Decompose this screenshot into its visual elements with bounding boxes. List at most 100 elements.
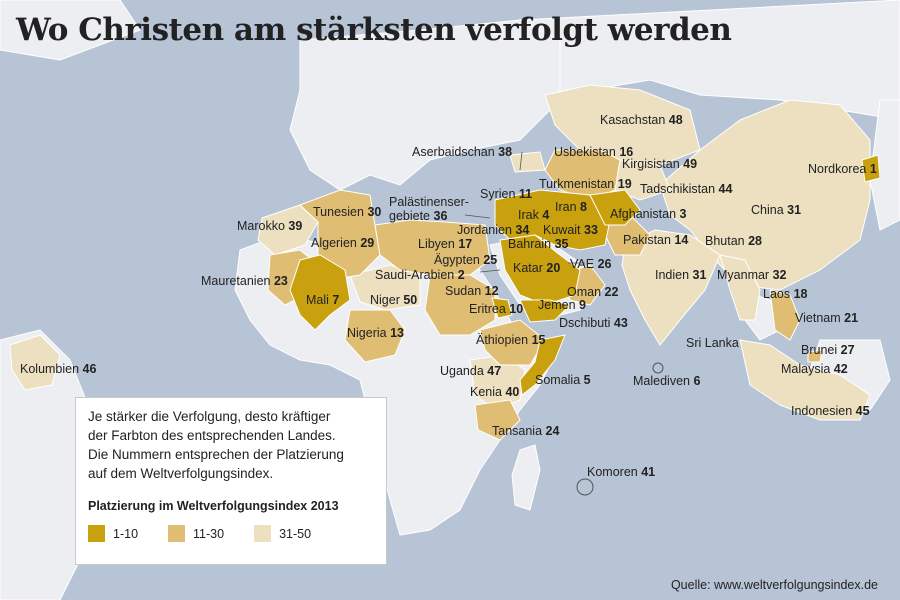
country-rank: 28 bbox=[744, 234, 763, 248]
country-name: Jordanien 34 bbox=[457, 223, 530, 237]
region-iran-iraq-syria bbox=[494, 189, 611, 251]
country-name: Äthiopien 15 bbox=[476, 333, 546, 347]
country-name: Kolumbien 46 bbox=[20, 362, 97, 376]
legend-text-line: Die Nummern entsprechen der Platzierung bbox=[88, 447, 344, 462]
country-name: China 31 bbox=[751, 203, 802, 217]
country-label: Pakistan 14 bbox=[623, 233, 688, 247]
country-name: Dschibuti 43 bbox=[559, 316, 628, 330]
land-russia bbox=[518, 0, 900, 121]
legend-swatch bbox=[254, 525, 272, 542]
country-name: Tansania 24 bbox=[492, 424, 560, 438]
country-rank: 7 bbox=[328, 293, 340, 307]
country-rank: 31 bbox=[689, 268, 707, 282]
country-rank: 6 bbox=[689, 374, 701, 388]
country-rank: 14 bbox=[670, 233, 689, 247]
country-name: Afghanistan 3 bbox=[610, 207, 687, 221]
country-label: Laos 18 bbox=[763, 287, 808, 301]
region-malaysia-indonesia bbox=[739, 339, 871, 421]
country-label: Turkmenistan 19 bbox=[539, 177, 632, 191]
country-label: Vietnam 21 bbox=[795, 311, 858, 325]
country-rank: 4 bbox=[538, 208, 550, 222]
country-name: Jemen 9 bbox=[538, 298, 586, 312]
country-rank: 30 bbox=[363, 205, 382, 219]
country-label: Bhutan 28 bbox=[705, 234, 762, 248]
country-label: Sri Lanka bbox=[686, 336, 739, 350]
country-rank: 42 bbox=[830, 362, 848, 376]
country-label: Mali 7 bbox=[306, 293, 339, 307]
country-label: Brunei 27 bbox=[801, 343, 855, 357]
country-label: Eritrea 10 bbox=[469, 302, 523, 316]
country-name: Turkmenistan 19 bbox=[539, 177, 632, 191]
country-label: Tansania 24 bbox=[492, 424, 559, 438]
country-rank: 38 bbox=[494, 145, 513, 159]
country-rank: 40 bbox=[501, 385, 520, 399]
country-name: Irak 4 bbox=[518, 208, 550, 222]
legend-text-line: auf dem Weltverfolgungsindex. bbox=[88, 466, 274, 481]
country-name: Mauretanien 23 bbox=[201, 274, 288, 288]
country-rank: 41 bbox=[637, 465, 656, 479]
country-name: Tadschikistan 44 bbox=[640, 182, 733, 196]
region-niger bbox=[349, 264, 421, 311]
country-name: Bahrain 35 bbox=[508, 237, 569, 251]
country-rank: 15 bbox=[528, 333, 546, 347]
country-rank: 49 bbox=[679, 157, 698, 171]
country-name: Indien 31 bbox=[655, 268, 707, 282]
country-label: Indonesien 45 bbox=[791, 404, 870, 418]
country-name: Sri Lanka bbox=[686, 336, 739, 350]
country-name: Brunei 27 bbox=[801, 343, 855, 357]
country-name: Ägypten 25 bbox=[434, 253, 498, 267]
country-label: Jordanien 34 bbox=[457, 223, 529, 237]
legend-items: 1-10 11-30 31-50 bbox=[88, 525, 374, 542]
country-rank: 35 bbox=[551, 237, 569, 251]
country-name: Niger 50 bbox=[370, 293, 418, 307]
country-label: Ägypten 25 bbox=[434, 253, 497, 267]
region-brunei bbox=[807, 349, 823, 363]
region-afghanistan bbox=[589, 189, 641, 226]
country-rank: 21 bbox=[840, 311, 859, 325]
country-name: Bhutan 28 bbox=[705, 234, 763, 248]
country-name: Vietnam 21 bbox=[795, 311, 859, 325]
country-label: Algerien 29 bbox=[311, 236, 374, 250]
comoros-marker bbox=[576, 478, 594, 496]
country-name: Iran 8 bbox=[555, 200, 587, 214]
country-label: Malaysia 42 bbox=[781, 362, 848, 376]
region-north-korea bbox=[861, 154, 881, 183]
region-laos-vietnam bbox=[769, 289, 801, 341]
region-ethiopia bbox=[479, 319, 546, 366]
country-label: Nigeria 13 bbox=[347, 326, 404, 340]
country-label: Kenia 40 bbox=[470, 385, 519, 399]
country-label: China 31 bbox=[751, 203, 801, 217]
country-label: Dschibuti 43 bbox=[559, 316, 628, 330]
region-india bbox=[621, 229, 721, 346]
country-rank: 47 bbox=[483, 364, 502, 378]
country-label: Tadschikistan 44 bbox=[640, 182, 732, 196]
country-label: Marokko 39 bbox=[237, 219, 302, 233]
legend-box: Je stärker die Verfolgung, desto kräftig… bbox=[75, 397, 387, 565]
maldives-marker bbox=[652, 362, 664, 374]
legend-text: Je stärker die Verfolgung, desto kräftig… bbox=[88, 407, 374, 483]
country-label: Kuwait 33 bbox=[543, 223, 598, 237]
country-label: Indien 31 bbox=[655, 268, 706, 282]
country-name: Palästinenser- bbox=[389, 195, 469, 209]
country-name: Pakistan 14 bbox=[623, 233, 689, 247]
country-label: Libyen 17 bbox=[418, 237, 472, 251]
country-rank: 20 bbox=[542, 261, 561, 275]
country-label: Iran 8 bbox=[555, 200, 587, 214]
country-label: Somalia 5 bbox=[535, 373, 591, 387]
legend-text-line: der Farbton des entsprechenden Landes. bbox=[88, 428, 336, 443]
legend-label: 11-30 bbox=[193, 526, 225, 541]
country-rank: 10 bbox=[505, 302, 524, 316]
country-name: Marokko 39 bbox=[237, 219, 303, 233]
country-name: Katar 20 bbox=[513, 261, 561, 275]
country-rank: 50 bbox=[399, 293, 418, 307]
country-label: Katar 20 bbox=[513, 261, 560, 275]
legend-item-tier2: 11-30 bbox=[168, 525, 224, 542]
country-label: Mauretanien 23 bbox=[201, 274, 288, 288]
legend-item-tier3: 31-50 bbox=[254, 525, 311, 542]
country-name: Kirgisistan 49 bbox=[622, 157, 698, 171]
country-name: Uganda 47 bbox=[440, 364, 502, 378]
region-mali bbox=[289, 254, 351, 331]
legend-label: 31-50 bbox=[279, 526, 312, 541]
country-name: Indonesien 45 bbox=[791, 404, 870, 418]
country-rank: 1 bbox=[866, 162, 877, 176]
